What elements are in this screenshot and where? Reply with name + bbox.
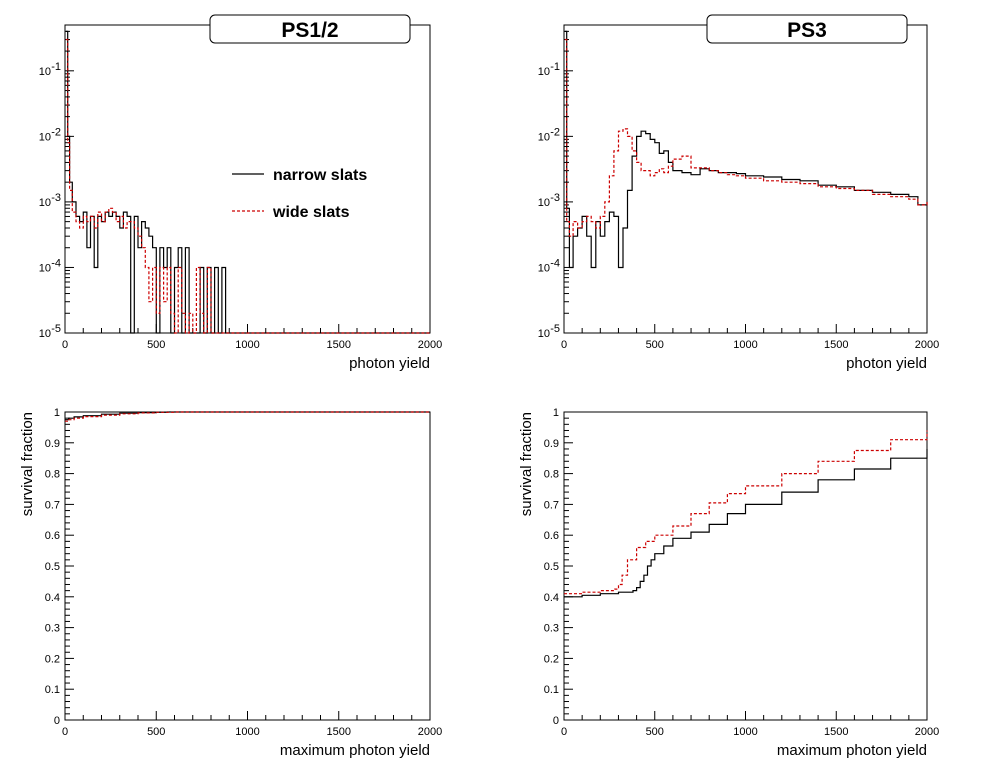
panel-survival-ps12: 0 500 1000 1500 2000 0 0.1 0.2 0.3 0.4 0.5 0.6 0.7 0.… [19, 407, 442, 759]
y-tick-label-exponent: -1 [51, 61, 61, 73]
y-tick-label: 1 [553, 407, 559, 419]
y-tick-label-exponent: -3 [550, 192, 560, 204]
y-tick-label-exponent: -2 [550, 126, 560, 138]
y-tick-label: 0.8 [544, 469, 559, 481]
panel-ps12-title-box [209, 14, 411, 44]
panel-survival-ps3: 0 500 1000 1500 2000 0 0.1 0.2 0.3 0.4 0.5 0.6 0.7 0.… [518, 407, 939, 759]
y-tick-label: 0.9 [544, 438, 559, 450]
y-tick-label: 0.5 [544, 561, 559, 573]
x-tick-label: 1500 [824, 339, 848, 351]
y-tick-label: 0.6 [544, 530, 559, 542]
series-line-narrow-slats [65, 30, 430, 334]
y-tick-label: 0.2 [544, 653, 559, 665]
y-tick-label: 10 [538, 131, 550, 143]
y-tick-label: 0.2 [45, 653, 60, 665]
x-tick-label: 2000 [418, 726, 442, 738]
x-tick-label: 500 [147, 339, 165, 351]
x-tick-label: 0 [561, 726, 567, 738]
x-tick-label: 1500 [327, 339, 351, 351]
series-line-wide-slats [564, 38, 928, 237]
legend-label-narrow-slats: narrow slats [273, 167, 367, 184]
y-tick-label: 0.1 [45, 684, 60, 696]
panel-survival-ps12-y-axis-title: survival fraction [19, 412, 36, 516]
x-tick-label: 1000 [235, 339, 259, 351]
y-tick-label: 0.4 [544, 592, 559, 604]
y-tick-label-exponent: -4 [51, 257, 61, 269]
panel-ps3-title: PS3 [787, 19, 827, 42]
panel-survival-ps12-x-axis-title: maximum photon yield [280, 742, 430, 759]
series-line-narrow-slats [564, 30, 928, 269]
panel-ps12-x-axis-title: photon yield [349, 355, 430, 372]
x-tick-label: 1000 [235, 726, 259, 738]
panel-survival-ps3-x-axis-title: maximum photon yield [777, 742, 927, 759]
panel-ps3-title-box [706, 14, 908, 44]
y-tick-label: 0.7 [45, 499, 60, 511]
y-tick-label: 10 [39, 197, 51, 209]
x-tick-label: 500 [147, 726, 165, 738]
x-tick-label: 2000 [418, 339, 442, 351]
panel-survival-ps3-grid-ticks: 0 500 1000 1500 2000 0 0.1 0.2 0.3 0.4 0.5 0.6 0.7 0.… [544, 407, 940, 738]
y-tick-label: 10 [538, 197, 550, 209]
panel-ps3-series [564, 30, 928, 269]
y-tick-label: 0.4 [45, 592, 60, 604]
series-line-narrow-slats [564, 449, 928, 598]
y-tick-label: 10 [39, 262, 51, 274]
y-tick-label-exponent: -1 [550, 61, 560, 73]
x-tick-label: 1000 [733, 339, 757, 351]
x-tick-label: 1500 [824, 726, 848, 738]
y-tick-label: 0.5 [45, 561, 60, 573]
panel-ps12-series [65, 30, 430, 334]
y-tick-label: 0.6 [45, 530, 60, 542]
y-tick-label: 0 [54, 715, 60, 727]
y-tick-label: 0.3 [45, 623, 60, 635]
panel-survival-ps12-grid-ticks: 0 500 1000 1500 2000 0 0.1 0.2 0.3 0.4 0.5 0.6 0.7 0.… [45, 407, 443, 738]
y-tick-label: 0 [553, 715, 559, 727]
y-tick-label: 10 [538, 328, 550, 340]
y-tick-label: 1 [54, 407, 60, 419]
series-line-wide-slats [564, 430, 928, 595]
x-tick-label: 500 [646, 726, 664, 738]
y-tick-label: 10 [538, 262, 550, 274]
panel-ps3-x-axis-title: photon yield [846, 355, 927, 372]
y-tick-label: 0.1 [544, 684, 559, 696]
panel-survival-ps12-series [65, 411, 430, 422]
y-tick-label-exponent: -5 [550, 323, 560, 335]
x-tick-label: 1500 [327, 726, 351, 738]
x-tick-label: 0 [62, 339, 68, 351]
legend: narrow slats wide slats [232, 167, 367, 221]
x-tick-label: 2000 [915, 339, 939, 351]
panel-survival-ps3-y-axis-title: survival fraction [518, 412, 535, 516]
legend-label-wide-slats: wide slats [272, 204, 350, 221]
x-tick-label: 0 [62, 726, 68, 738]
y-tick-label: 10 [39, 328, 51, 340]
panel-ps12-title: PS1/2 [281, 19, 338, 42]
x-tick-label: 500 [646, 339, 664, 351]
y-tick-label-exponent: -3 [51, 192, 61, 204]
y-tick-label-exponent: -2 [51, 126, 61, 138]
y-tick-label: 10 [39, 131, 51, 143]
series-line-wide-slats [65, 38, 430, 334]
x-tick-label: 1000 [733, 726, 757, 738]
y-tick-label: 10 [538, 66, 550, 78]
y-tick-label: 10 [39, 66, 51, 78]
y-tick-label: 0.8 [45, 469, 60, 481]
series-line-wide-slats [65, 411, 430, 422]
y-tick-label-exponent: -4 [550, 257, 560, 269]
y-tick-label: 0.3 [544, 623, 559, 635]
panel-survival-ps3-series [564, 430, 928, 598]
y-tick-label: 0.9 [45, 438, 60, 450]
x-tick-label: 0 [561, 339, 567, 351]
y-tick-label-exponent: -5 [51, 323, 61, 335]
y-tick-label: 0.7 [544, 499, 559, 511]
x-tick-label: 2000 [915, 726, 939, 738]
